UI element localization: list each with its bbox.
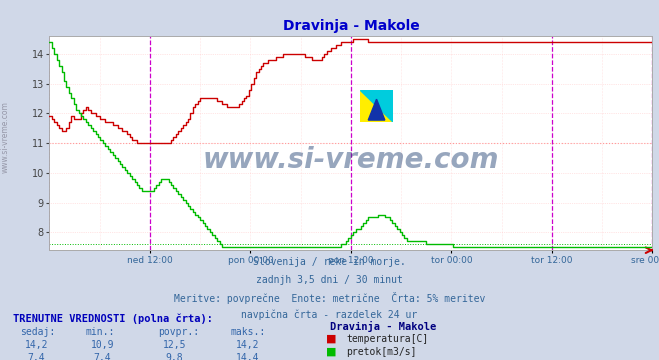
Text: temperatura[C]: temperatura[C] <box>346 334 428 344</box>
Title: Dravinja - Makole: Dravinja - Makole <box>283 19 419 33</box>
Text: maks.:: maks.: <box>231 327 266 337</box>
Text: povpr.:: povpr.: <box>158 327 199 337</box>
Text: www.si-vreme.com: www.si-vreme.com <box>203 146 499 174</box>
Polygon shape <box>360 90 393 122</box>
Text: ■: ■ <box>326 334 337 344</box>
Text: 9,8: 9,8 <box>166 353 183 360</box>
Text: zadnjh 3,5 dni / 30 minut: zadnjh 3,5 dni / 30 minut <box>256 275 403 285</box>
Text: 14,4: 14,4 <box>235 353 259 360</box>
Text: ■: ■ <box>326 347 337 357</box>
Text: 14,2: 14,2 <box>235 340 259 350</box>
Text: 10,9: 10,9 <box>90 340 114 350</box>
Text: 12,5: 12,5 <box>163 340 186 350</box>
Text: 14,2: 14,2 <box>24 340 48 350</box>
Polygon shape <box>368 99 385 120</box>
Text: navpična črta - razdelek 24 ur: navpična črta - razdelek 24 ur <box>241 309 418 320</box>
Text: Dravinja - Makole: Dravinja - Makole <box>330 321 436 332</box>
Polygon shape <box>360 90 393 122</box>
Text: TRENUTNE VREDNOSTI (polna črta):: TRENUTNE VREDNOSTI (polna črta): <box>13 313 213 324</box>
Text: 7,4: 7,4 <box>94 353 111 360</box>
Text: pretok[m3/s]: pretok[m3/s] <box>346 347 416 357</box>
Text: Slovenija / reke in morje.: Slovenija / reke in morje. <box>253 257 406 267</box>
Text: sedaj:: sedaj: <box>20 327 55 337</box>
Text: www.si-vreme.com: www.si-vreme.com <box>1 101 10 173</box>
Text: Meritve: povprečne  Enote: metrične  Črta: 5% meritev: Meritve: povprečne Enote: metrične Črta:… <box>174 292 485 304</box>
Text: min.:: min.: <box>86 327 115 337</box>
Text: 7,4: 7,4 <box>28 353 45 360</box>
